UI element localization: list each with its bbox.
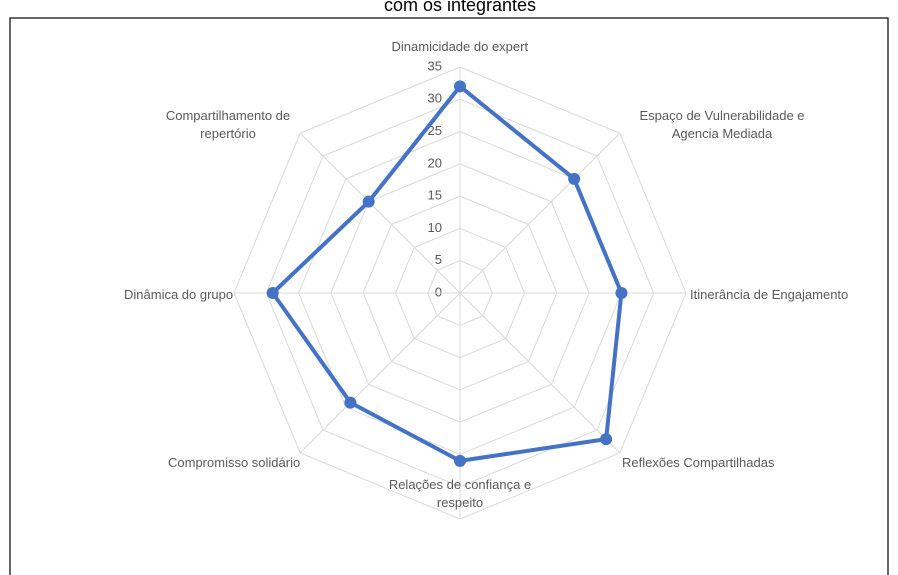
category-label: Dinâmica do grupo (124, 287, 234, 302)
r-tick-label: 0 (435, 284, 442, 299)
r-tick-label: 20 (428, 155, 442, 170)
frame (9, 17, 889, 575)
point (344, 396, 357, 409)
r-tick-label: 15 (428, 188, 442, 203)
category-label: Dinamicidade do expert (391, 39, 529, 54)
r-tick-label: 5 (435, 252, 442, 267)
chart-title: com os integrantes (384, 0, 536, 15)
category-label: Compromisso solidário (168, 455, 301, 470)
spoke (459, 292, 621, 454)
category-label: Reflexões Compartilhadas (622, 455, 775, 470)
category-label: Itinerância de Engajamento (690, 287, 849, 302)
point (266, 287, 279, 299)
spoke (299, 292, 461, 454)
point (568, 172, 581, 185)
r-tick-label: 35 (428, 58, 442, 73)
series-line (270, 84, 624, 463)
r-tick-label: 10 (428, 220, 442, 235)
point (362, 195, 375, 208)
point (615, 287, 628, 299)
r-tick-label: 30 (428, 91, 442, 106)
category-label: Relações de confiança e respeito (388, 477, 532, 510)
point (454, 454, 466, 467)
category-label: Espaço de Vulnerabilidade e Agencia Medi… (639, 108, 805, 141)
r-tick-label: 25 (428, 123, 442, 138)
spoke (459, 132, 621, 294)
category-label: Compartilhamento de repertório (165, 108, 291, 141)
spoke (299, 132, 461, 294)
point (600, 433, 613, 446)
point (454, 80, 466, 93)
